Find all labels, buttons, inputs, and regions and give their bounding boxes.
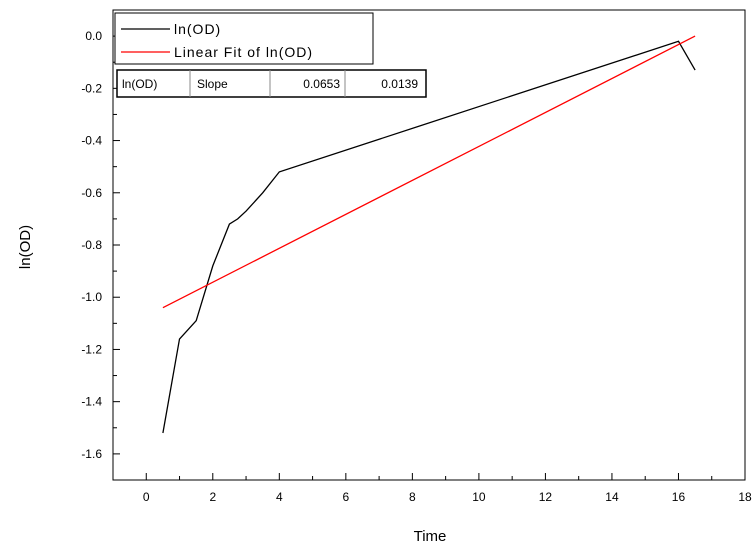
y-tick-label: -1.4 [81,395,102,409]
x-tick-label: 14 [605,490,619,504]
series-line-ln-od [162,40,696,434]
y-axis-title: ln(OD) [17,225,34,269]
x-tick-label: 18 [738,490,752,504]
x-tick-label: 8 [409,490,416,504]
x-tick-label: 12 [539,490,553,504]
x-axis-ticks: 0 2 4 6 8 10 12 14 16 18 [112,473,752,504]
stats-cell-error: 0.0139 [381,77,418,91]
x-axis-title: Time [414,528,447,545]
stats-cell-value: 0.0653 [303,77,340,91]
y-tick-label: 0.0 [85,29,102,43]
stats-table: ln(OD) Slope 0.0653 0.0139 [116,69,427,98]
y-tick-label: -0.2 [81,81,102,95]
x-tick-label: 16 [672,490,686,504]
y-tick-label: -1.6 [81,447,102,461]
y-axis-ticks: 0.0 -0.2 -0.4 -0.6 -0.8 -1.0 -1.2 -1.4 -1.6 [81,9,120,481]
stats-cell-parameter: Slope [197,77,228,91]
stats-table-border [116,69,427,98]
y-tick-label: -0.8 [81,238,102,252]
legend-label-ln-od: ln(OD) [174,21,221,37]
stats-cell-series: ln(OD) [122,77,157,91]
x-tick-label: 0 [143,490,150,504]
series-layer [162,35,696,434]
legend-box [114,12,374,65]
x-tick-label: 4 [276,490,283,504]
y-tick-label: -0.4 [81,134,102,148]
y-tick-label: -1.2 [81,342,102,356]
plot-frame [112,9,746,481]
x-tick-label: 2 [209,490,216,504]
legend: ln(OD) Linear Fit of ln(OD) [114,12,374,65]
legend-label-linear-fit: Linear Fit of ln(OD) [174,44,313,60]
y-tick-label: -0.6 [81,186,102,200]
series-line-linear-fit [162,35,696,309]
x-tick-label: 10 [472,490,486,504]
x-tick-label: 6 [342,490,349,504]
y-tick-label: -1.0 [81,290,102,304]
